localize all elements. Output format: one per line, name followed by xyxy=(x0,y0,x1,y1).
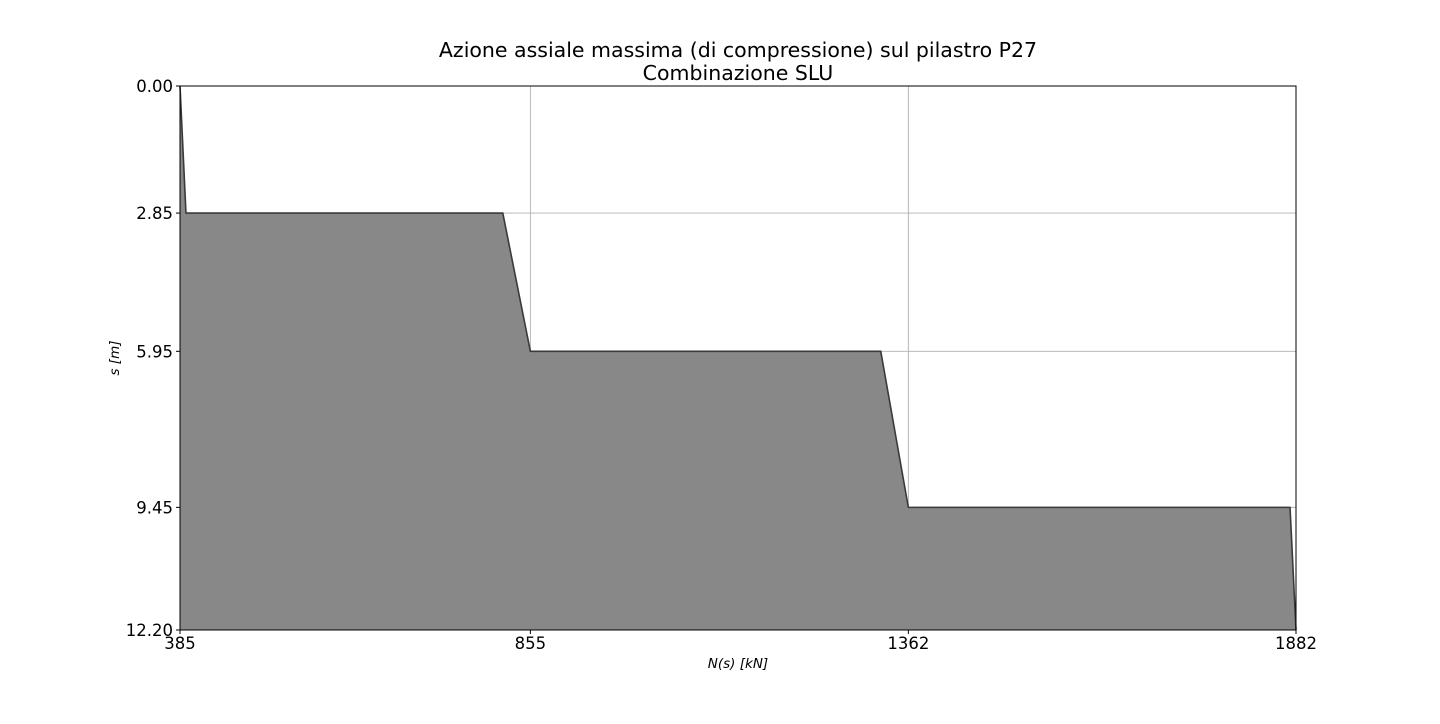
area-fill xyxy=(180,86,1296,630)
plot-frame xyxy=(179,85,1297,631)
y-tick-label: 2.85 xyxy=(136,204,173,223)
plot-area xyxy=(179,85,1297,631)
y-tick-label: 0.00 xyxy=(136,77,173,96)
x-tick-label: 1362 xyxy=(887,634,929,653)
area-edge-line xyxy=(179,85,1297,631)
chart-subtitle: Combinazione SLU xyxy=(643,61,834,85)
x-tick-label: 385 xyxy=(164,634,196,653)
x-tick-label: 1882 xyxy=(1275,634,1317,653)
y-axis-label: s [m] xyxy=(107,340,123,375)
y-tick-label: 9.45 xyxy=(136,498,173,517)
y-tick-label: 5.95 xyxy=(136,342,173,361)
y-tick-label: 12.20 xyxy=(126,621,173,640)
ticks: 385 855 1362 1882 0.00 2.85 5.95 9.45 12.20 xyxy=(126,77,1317,653)
chart-title: Azione assiale massima (di compressione)… xyxy=(439,38,1037,62)
x-tick-label: 855 xyxy=(515,634,547,653)
x-axis-label: N(s) [kN] xyxy=(708,656,768,672)
